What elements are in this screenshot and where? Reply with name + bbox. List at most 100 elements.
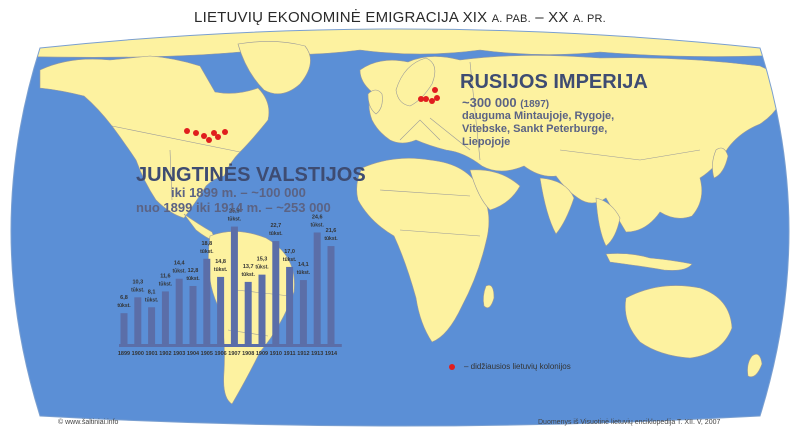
- value-label-1911: 17,0: [284, 249, 295, 255]
- bar-1913: [313, 232, 321, 344]
- footer-left: © www.šaltiniai.info: [58, 419, 119, 426]
- value-label-1906: 14,8: [215, 259, 226, 265]
- arabia: [469, 169, 521, 211]
- bar-1906: [217, 276, 225, 344]
- usa-heading: JUNGTINĖS VALSTIJOS: [136, 164, 366, 186]
- eurasia: [359, 55, 789, 233]
- year-label-1901: 1901: [145, 351, 157, 357]
- colony-dot: [184, 128, 190, 134]
- unit-label-1914: tūkst.: [324, 236, 338, 242]
- value-label-1900: 10,3: [132, 279, 143, 285]
- value-label-1909: 15,3: [257, 257, 268, 263]
- russia-detail1: dauguma Mintaujoje, Rygoje,: [462, 110, 615, 122]
- bar-1914: [327, 246, 335, 344]
- colony-dot: [206, 137, 212, 143]
- legend-label: – didžiausios lietuvių kolonijos: [464, 362, 571, 371]
- year-label-1907: 1907: [228, 351, 240, 357]
- colony-dot: [211, 130, 217, 136]
- chart-baseline: [119, 344, 342, 347]
- colony-dot: [201, 133, 207, 139]
- value-label-1899: 6,8: [120, 295, 128, 301]
- footer-right: Duomenys iš Visuotinė lietuvių enciklope…: [538, 419, 721, 426]
- year-label-1910: 1910: [270, 351, 282, 357]
- year-label-1908: 1908: [242, 351, 254, 357]
- russia-heading: RUSIJOS IMPERIJA: [460, 71, 648, 93]
- year-label-1909: 1909: [256, 351, 268, 357]
- colony-dot: [215, 134, 221, 140]
- unit-label-1912: tūkst.: [297, 270, 311, 276]
- colony-dot: [432, 87, 438, 93]
- australia: [625, 285, 733, 359]
- year-label-1904: 1904: [187, 351, 200, 357]
- colony-dot: [222, 129, 228, 135]
- value-label-1903: 14,4: [174, 261, 186, 267]
- colony-dot: [423, 96, 429, 102]
- bar-1910: [272, 241, 280, 344]
- unit-label-1909: tūkst.: [255, 265, 269, 271]
- value-label-1914: 21,6: [326, 228, 337, 234]
- bar-1904: [189, 285, 197, 344]
- unit-label-1910: tūkst.: [269, 231, 283, 237]
- value-label-1904: 12,8: [188, 268, 199, 274]
- scandinavia: [395, 57, 436, 107]
- russia-detail2: Vitebske, Sankt Peterburge,: [462, 123, 608, 135]
- year-label-1913: 1913: [311, 351, 323, 357]
- russia-detail3: Liepojoje: [462, 136, 511, 148]
- year-label-1906: 1906: [214, 351, 226, 357]
- year-label-1903: 1903: [173, 351, 185, 357]
- bar-1899: [120, 313, 128, 344]
- africa: [356, 157, 490, 343]
- unit-label-1899: tūkst.: [117, 303, 131, 309]
- colony-dot: [434, 95, 440, 101]
- bar-1907: [230, 226, 238, 344]
- north-america: [39, 55, 270, 219]
- bar-1911: [286, 266, 294, 344]
- japan: [712, 147, 729, 179]
- year-label-1899: 1899: [118, 351, 130, 357]
- unit-label-1905: tūkst.: [200, 249, 214, 255]
- value-label-1907: 25,9: [229, 209, 240, 215]
- russia-count-line: ~300 000 (1897): [462, 95, 549, 110]
- bar-chart: 6,8tūkst.189910,3tūkst.19008,1tūkst.1901…: [117, 209, 342, 357]
- unit-label-1903: tūkst.: [173, 269, 187, 275]
- year-label-1912: 1912: [297, 351, 309, 357]
- bar-1900: [134, 297, 142, 344]
- unit-label-1908: tūkst.: [242, 272, 256, 278]
- unit-label-1913: tūkst.: [311, 222, 325, 228]
- value-label-1901: 8,1: [148, 289, 156, 295]
- unit-label-1902: tūkst.: [159, 281, 173, 287]
- unit-label-1904: tūkst.: [186, 276, 200, 282]
- russia-count-year: (1897): [520, 99, 550, 110]
- value-label-1902: 11,6: [160, 273, 170, 279]
- india: [539, 177, 575, 235]
- value-label-1910: 22,7: [270, 223, 281, 229]
- greenland: [237, 41, 311, 95]
- usa-line2: nuo 1899 iki 1914 m. – ~253 000: [136, 200, 331, 215]
- legend-dot: [449, 364, 455, 370]
- bar-1905: [203, 258, 211, 344]
- value-label-1912: 14,1: [298, 262, 309, 268]
- bar-1902: [161, 291, 169, 344]
- page-title: LIETUVIŲ EKONOMINĖ EMIGRACIJA XIX A. PAB…: [194, 9, 606, 26]
- value-label-1905: 18,8: [201, 241, 212, 247]
- year-label-1914: 1914: [325, 351, 338, 357]
- year-label-1911: 1911: [284, 351, 296, 357]
- bar-1903: [175, 278, 183, 344]
- unit-label-1906: tūkst.: [214, 267, 228, 273]
- year-label-1902: 1902: [159, 351, 171, 357]
- usa-line1: iki 1899 m. – ~100 000: [171, 185, 306, 200]
- year-label-1905: 1905: [201, 351, 213, 357]
- usa-colonies: [184, 128, 228, 143]
- russia-count: ~300 000: [462, 95, 517, 110]
- bar-1909: [258, 274, 266, 344]
- britain: [367, 89, 383, 115]
- indonesia: [605, 253, 693, 271]
- indochina: [595, 197, 621, 247]
- year-label-1900: 1900: [132, 351, 144, 357]
- colony-dot: [418, 96, 424, 102]
- colony-dot: [193, 130, 199, 136]
- bar-1908: [244, 281, 252, 344]
- value-label-1913: 24,6: [312, 214, 323, 220]
